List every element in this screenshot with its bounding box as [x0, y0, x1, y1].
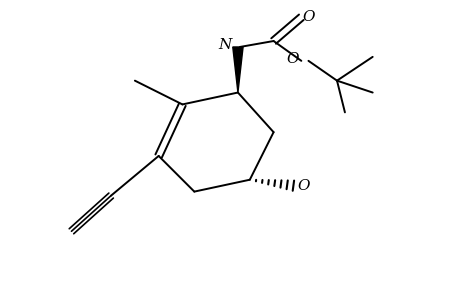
Text: N: N — [218, 38, 231, 52]
Text: O: O — [286, 52, 298, 66]
Text: O: O — [302, 10, 314, 24]
Text: O: O — [297, 179, 309, 193]
Polygon shape — [232, 47, 242, 92]
